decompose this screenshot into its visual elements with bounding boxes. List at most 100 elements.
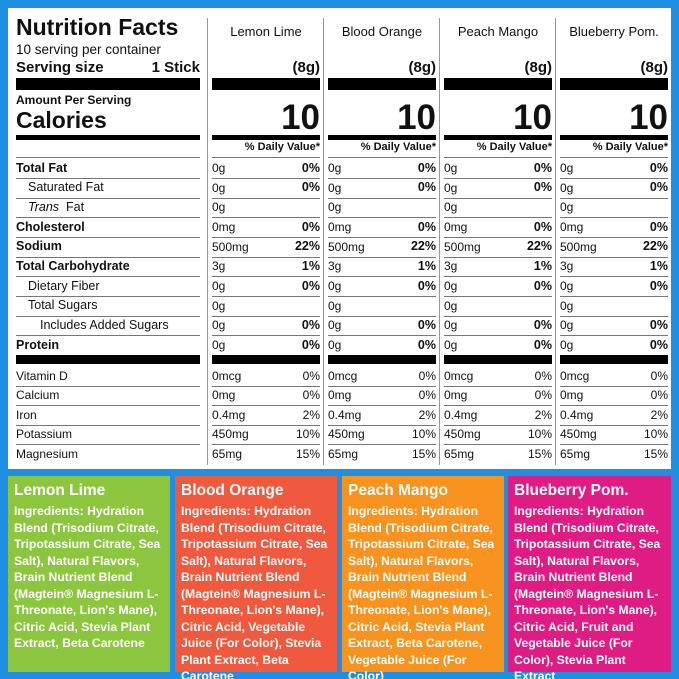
daily-value: 0% bbox=[417, 278, 436, 293]
nutrient-name: Protein bbox=[16, 337, 60, 352]
amount: 0g bbox=[444, 279, 458, 293]
amount: 0g bbox=[328, 338, 342, 353]
daily-value: 0% bbox=[533, 337, 552, 352]
daily-value: 0% bbox=[533, 180, 552, 195]
vitamin-name: Vitamin D bbox=[16, 368, 68, 383]
rule-line bbox=[444, 335, 552, 337]
flavor-header: Blood Orange bbox=[341, 24, 423, 40]
amount: 3g bbox=[328, 259, 342, 274]
amount: 450mg bbox=[444, 427, 481, 442]
daily-value: 0% bbox=[533, 278, 552, 293]
amount: 0g bbox=[212, 338, 226, 353]
column-divider bbox=[555, 18, 556, 465]
servings: 10 serving per container bbox=[16, 41, 161, 57]
rule-line bbox=[212, 217, 320, 219]
rule-line bbox=[444, 217, 552, 219]
nutrient-name: Saturated Fat bbox=[28, 180, 104, 195]
nutrient-name: Total Sugars bbox=[28, 298, 98, 313]
bar bbox=[444, 135, 552, 140]
rule-line bbox=[560, 157, 668, 158]
rule-line bbox=[328, 335, 436, 337]
daily-value: 0% bbox=[649, 219, 668, 234]
rule-line bbox=[560, 444, 668, 446]
amount: 0g bbox=[328, 200, 342, 215]
daily-value: 0% bbox=[533, 160, 552, 175]
daily-value-header: % Daily Value* bbox=[360, 141, 436, 154]
daily-value: 15% bbox=[411, 446, 436, 461]
rule-line bbox=[328, 236, 436, 238]
ingredient-flavor: Blueberry Pom. bbox=[514, 482, 629, 499]
rule-line bbox=[560, 197, 668, 199]
ingredient-box: Blueberry Pom. Ingredients: Hydration Ble… bbox=[508, 476, 671, 679]
amount: 0mg bbox=[212, 219, 236, 234]
daily-value: 2% bbox=[650, 407, 668, 422]
rule-line bbox=[16, 217, 200, 219]
amount: 500mg bbox=[444, 239, 481, 254]
bar bbox=[444, 78, 552, 90]
rule-line bbox=[212, 256, 320, 258]
daily-value: 0% bbox=[301, 278, 320, 293]
daily-value: 0% bbox=[417, 318, 436, 333]
amount: 3g bbox=[560, 259, 574, 274]
daily-value: 10% bbox=[643, 427, 668, 442]
amount: 0mg bbox=[444, 388, 468, 403]
amount: 0.4mg bbox=[560, 407, 594, 422]
vitamin-name: Calcium bbox=[16, 388, 60, 403]
daily-value: 15% bbox=[295, 446, 320, 461]
daily-value: 22% bbox=[642, 239, 668, 254]
amount: 0g bbox=[444, 200, 458, 215]
daily-value: 0% bbox=[417, 337, 436, 352]
serving-size: (8g) bbox=[524, 59, 553, 76]
rule-line bbox=[560, 315, 668, 317]
rule-line bbox=[328, 405, 436, 407]
serving-size: (8g) bbox=[292, 59, 321, 76]
amount-per-serving: Amount Per Serving bbox=[16, 92, 132, 107]
calories-label: Calories bbox=[16, 107, 107, 134]
amount: 65mg bbox=[212, 446, 243, 461]
amount: 0g bbox=[560, 279, 574, 293]
rule-line bbox=[328, 296, 436, 297]
serving-size-label: Serving size bbox=[16, 59, 104, 76]
daily-value-header: % Daily Value* bbox=[244, 141, 320, 154]
rule-line bbox=[16, 157, 200, 158]
bar bbox=[16, 135, 200, 140]
daily-value: 15% bbox=[643, 446, 668, 461]
rule-line bbox=[212, 424, 320, 426]
column-divider bbox=[323, 18, 324, 465]
rule-line bbox=[444, 385, 552, 387]
serving-size: (8g) bbox=[408, 59, 437, 76]
rule-line bbox=[444, 405, 552, 407]
bar bbox=[560, 355, 668, 364]
amount: 0g bbox=[212, 279, 226, 293]
rule-line bbox=[16, 177, 200, 179]
daily-value: 10% bbox=[295, 427, 320, 442]
amount: 500mg bbox=[212, 239, 249, 254]
daily-value: 2% bbox=[418, 407, 436, 422]
amount: 450mg bbox=[212, 427, 249, 442]
column-divider bbox=[439, 18, 440, 465]
amount: 0g bbox=[328, 180, 342, 195]
amount: 500mg bbox=[560, 239, 597, 254]
amount: 3g bbox=[444, 259, 458, 274]
rule-line bbox=[560, 296, 668, 297]
daily-value: 0% bbox=[302, 388, 320, 403]
daily-value: 1% bbox=[417, 259, 436, 273]
daily-value: 0% bbox=[649, 180, 668, 195]
daily-value: 0% bbox=[534, 368, 552, 383]
amount: 0mcg bbox=[328, 368, 358, 383]
rule-line bbox=[560, 217, 668, 219]
rule-line bbox=[444, 424, 552, 426]
bar bbox=[560, 78, 668, 90]
ingredient-box: Peach Mango Ingredients: Hydration Blend … bbox=[342, 476, 504, 679]
daily-value: 1% bbox=[649, 259, 668, 273]
amount: 0mg bbox=[560, 219, 584, 234]
rule-line bbox=[212, 236, 320, 238]
ingredient-box: Lemon Lime Ingredients: Hydration Blend (… bbox=[8, 476, 170, 672]
daily-value-header: % Daily Value* bbox=[476, 141, 552, 154]
rule-line bbox=[16, 424, 200, 426]
amount: 0g bbox=[444, 180, 458, 195]
amount: 0mcg bbox=[560, 368, 590, 383]
calories: 10 bbox=[513, 98, 552, 137]
amount: 0g bbox=[212, 180, 226, 195]
